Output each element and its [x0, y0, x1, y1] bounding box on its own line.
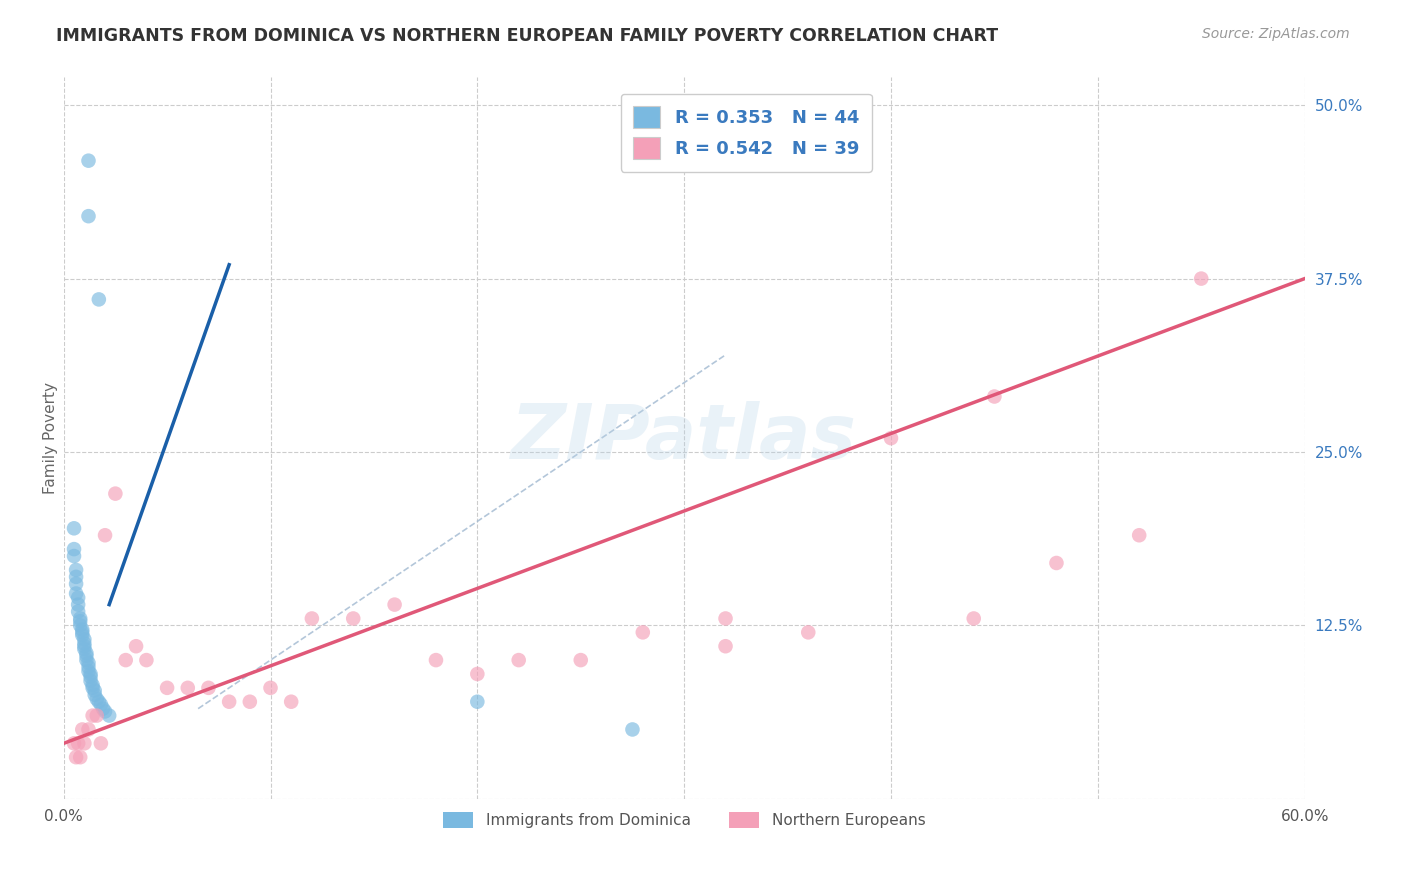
Point [75, 648, 97, 663]
Point [342, 611, 364, 625]
Point [72, 723, 94, 737]
Point [114, 653, 136, 667]
Point [75, 653, 97, 667]
Point [98, 708, 121, 723]
Point [72, 628, 94, 642]
Point [87, 293, 110, 307]
Point [77, 153, 100, 168]
Point [508, 653, 530, 667]
Point [880, 431, 903, 445]
Point [1189, 271, 1212, 285]
Point [1128, 528, 1150, 542]
Point [69, 750, 91, 764]
Point [259, 681, 281, 695]
Point [82, 678, 104, 692]
Point [197, 681, 219, 695]
Point [280, 695, 302, 709]
Point [714, 611, 737, 625]
Point [73, 636, 96, 650]
Point [69, 611, 91, 625]
Point [79, 673, 101, 688]
Point [156, 681, 179, 695]
Point [77, 664, 100, 678]
Point [83, 688, 105, 702]
Point [425, 653, 447, 667]
Point [67, 736, 90, 750]
Legend: Immigrants from Dominica, Northern Europeans: Immigrants from Dominica, Northern Europ… [437, 806, 932, 835]
Point [963, 611, 986, 625]
Point [73, 642, 96, 657]
Point [73, 736, 96, 750]
Point [135, 653, 157, 667]
Point [79, 670, 101, 684]
Point [94, 705, 117, 719]
Text: Source: ZipAtlas.com: Source: ZipAtlas.com [1202, 27, 1350, 41]
Point [65, 586, 87, 600]
Point [90, 698, 112, 712]
Point [65, 576, 87, 591]
Point [797, 625, 820, 640]
Point [65, 563, 87, 577]
Point [73, 639, 96, 653]
Point [79, 667, 101, 681]
Point [177, 681, 200, 695]
Point [63, 521, 86, 535]
Point [86, 692, 108, 706]
Point [69, 618, 91, 632]
Point [465, 695, 488, 709]
Point [72, 623, 94, 637]
Point [67, 605, 90, 619]
Point [86, 708, 108, 723]
Point [91, 701, 114, 715]
Point [75, 646, 97, 660]
Point [1045, 556, 1067, 570]
Point [69, 614, 91, 628]
Point [82, 708, 104, 723]
Point [239, 695, 262, 709]
Point [77, 656, 100, 670]
Point [63, 549, 86, 563]
Y-axis label: Family Poverty: Family Poverty [44, 382, 58, 494]
Point [90, 736, 112, 750]
Point [631, 625, 654, 640]
Point [983, 390, 1005, 404]
Point [125, 639, 148, 653]
Point [65, 750, 87, 764]
Point [63, 736, 86, 750]
Point [83, 683, 105, 698]
Point [77, 209, 100, 223]
Point [77, 660, 100, 674]
Point [67, 591, 90, 605]
Text: IMMIGRANTS FROM DOMINICA VS NORTHERN EUROPEAN FAMILY POVERTY CORRELATION CHART: IMMIGRANTS FROM DOMINICA VS NORTHERN EUR… [56, 27, 998, 45]
Point [621, 723, 644, 737]
Point [94, 528, 117, 542]
Point [77, 723, 100, 737]
Point [384, 598, 406, 612]
Point [104, 486, 127, 500]
Text: ZIPatlas: ZIPatlas [512, 401, 858, 475]
Point [72, 625, 94, 640]
Point [67, 598, 90, 612]
Point [218, 695, 240, 709]
Point [465, 667, 488, 681]
Point [82, 681, 104, 695]
Point [301, 611, 323, 625]
Point [73, 632, 96, 647]
Point [569, 653, 592, 667]
Point [714, 639, 737, 653]
Point [63, 542, 86, 557]
Point [87, 695, 110, 709]
Point [65, 570, 87, 584]
